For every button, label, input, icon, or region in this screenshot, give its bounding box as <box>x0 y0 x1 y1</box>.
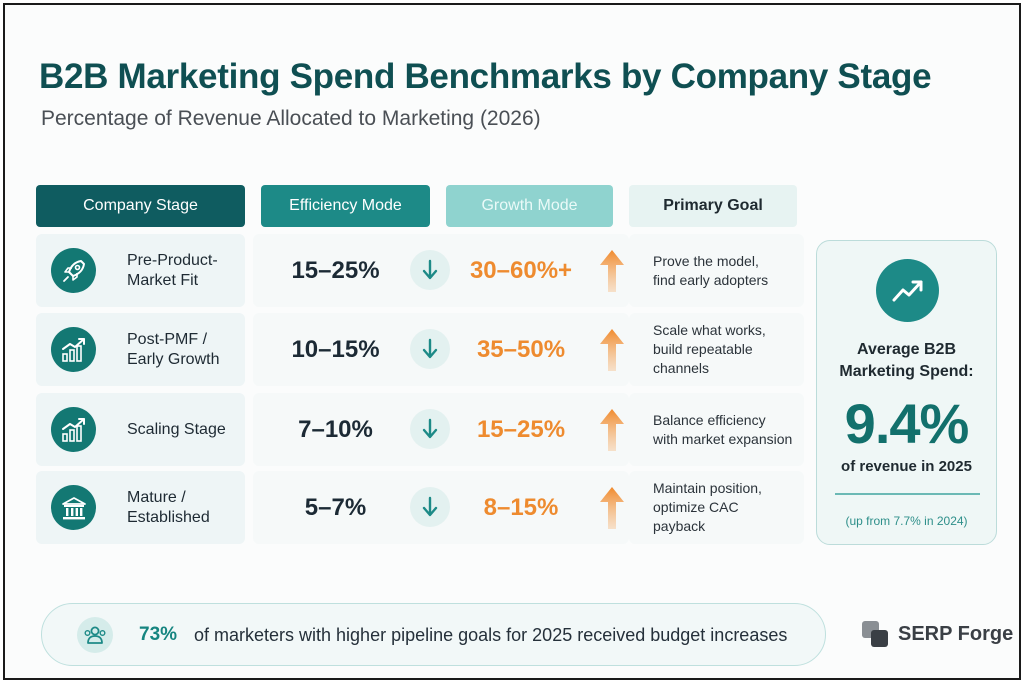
arrow-down-icon <box>410 329 450 369</box>
arrow-down-icon <box>410 250 450 290</box>
column-header-goal: Primary Goal <box>629 185 797 227</box>
average-label: Average B2B Marketing Spend: <box>839 341 974 380</box>
table-row: Pre-Product- Market Fit 15–25% 30–60%+ Pr… <box>36 234 804 307</box>
brand-logo: SERP Forge <box>860 618 1013 650</box>
divider <box>835 493 980 495</box>
serp-forge-logo-icon <box>862 621 888 647</box>
stage-cell: Mature / Established <box>36 471 245 544</box>
goal-text: Maintain position, optimize CAC payback <box>653 480 762 534</box>
average-value: 9.4% <box>844 392 970 455</box>
goal-text: Scale what works, build repeatable channel… <box>653 322 766 376</box>
goal-text: Prove the model, find early adopters <box>653 252 769 288</box>
column-header-stage: Company Stage <box>36 185 245 227</box>
stage-cell: Scaling Stage <box>36 393 245 466</box>
column-header-efficiency: Efficiency Mode <box>261 185 430 227</box>
average-note: (up from 7.7% in 2024) <box>845 514 968 528</box>
page-subtitle: Percentage of Revenue Allocated to Marke… <box>41 107 541 130</box>
efficiency-value: 7–10% <box>298 415 373 443</box>
table-row: Scaling Stage 7–10% 15–25% Balance effic… <box>36 393 804 466</box>
banner-text: of marketers with higher pipeline goals … <box>194 625 788 645</box>
people-icon <box>77 617 113 653</box>
brand-name: SERP Forge <box>898 622 1014 645</box>
average-subtext: of revenue in 2025 <box>841 458 972 475</box>
growth-chart-icon <box>51 327 96 372</box>
arrow-up-icon <box>600 250 624 292</box>
infographic-frame: B2B Marketing Spend Benchmarks by Compan… <box>3 3 1021 680</box>
growth-chart-icon <box>51 407 96 452</box>
values-cell: 7–10% 15–25% <box>253 393 629 466</box>
growth-value: 15–25% <box>476 415 566 443</box>
values-cell: 5–7% 8–15% <box>253 471 629 544</box>
goal-cell: Balance efficiency with market expansion <box>629 393 804 466</box>
goal-cell: Prove the model, find early adopters <box>629 234 804 307</box>
stat-banner: 73% of marketers with higher pipeline go… <box>41 603 826 666</box>
stage-cell: Post-PMF / Early Growth <box>36 313 245 386</box>
table-row: Mature / Established 5–7% 8–15% Maintain … <box>36 471 804 544</box>
page-title: B2B Marketing Spend Benchmarks by Compan… <box>39 57 932 96</box>
average-spend-card: Average B2B Marketing Spend: 9.4% of reve… <box>816 240 997 545</box>
efficiency-value: 10–15% <box>291 335 380 363</box>
banner-percentage: 73% <box>139 624 178 645</box>
stage-label: Pre-Product- Market Fit <box>127 251 218 289</box>
efficiency-value: 15–25% <box>291 256 380 284</box>
arrow-down-icon <box>410 487 450 527</box>
values-cell: 15–25% 30–60%+ <box>253 234 629 307</box>
goal-cell: Scale what works, build repeatable channel… <box>629 313 804 386</box>
institution-icon <box>51 485 96 530</box>
goal-cell: Maintain position, optimize CAC payback <box>629 471 804 544</box>
arrow-up-icon <box>600 409 624 451</box>
goal-text: Balance efficiency with market expansion <box>653 411 793 447</box>
stage-label: Mature / Established <box>127 488 210 526</box>
growth-value: 35–50% <box>476 335 566 363</box>
arrow-up-icon <box>600 487 624 529</box>
growth-value: 8–15% <box>483 493 559 521</box>
arrow-down-icon <box>410 409 450 449</box>
stage-label: Scaling Stage <box>127 420 226 438</box>
stage-cell: Pre-Product- Market Fit <box>36 234 245 307</box>
table-row: Post-PMF / Early Growth 10–15% 35–50% Sca… <box>36 313 804 386</box>
trend-up-icon <box>876 259 939 322</box>
values-cell: 10–15% 35–50% <box>253 313 629 386</box>
efficiency-value: 5–7% <box>304 493 367 521</box>
column-header-growth: Growth Mode <box>446 185 613 227</box>
stage-label: Post-PMF / Early Growth <box>127 330 220 368</box>
rocket-icon <box>51 248 96 293</box>
growth-value: 30–60%+ <box>469 256 573 284</box>
arrow-up-icon <box>600 329 624 371</box>
